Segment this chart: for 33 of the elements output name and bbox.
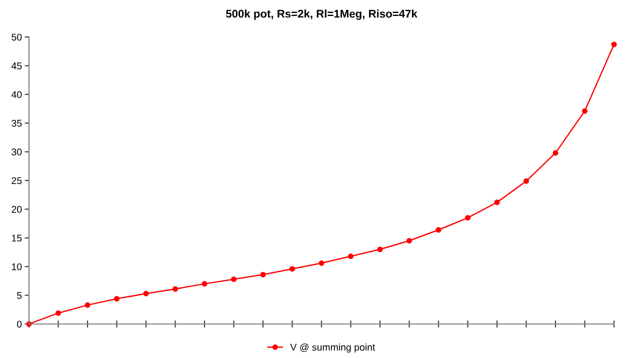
point bbox=[552, 150, 558, 156]
point bbox=[523, 178, 530, 184]
y-tick-label: 35 bbox=[12, 120, 22, 127]
point bbox=[464, 215, 471, 221]
point bbox=[582, 108, 588, 114]
point bbox=[348, 253, 354, 260]
point bbox=[55, 310, 62, 316]
point bbox=[84, 302, 90, 308]
point bbox=[143, 290, 149, 296]
chart-title: 500k pot, Rs=2k, Rl=1Meg, Riso=47k bbox=[226, 10, 418, 20]
point bbox=[318, 260, 324, 266]
y-tick-label: 40 bbox=[11, 91, 22, 98]
point bbox=[172, 286, 178, 292]
legend-label: V @ summing point bbox=[290, 343, 376, 353]
point bbox=[114, 296, 120, 302]
y-tick-label: 45 bbox=[11, 62, 22, 70]
point bbox=[377, 246, 383, 252]
point bbox=[406, 238, 412, 244]
point bbox=[436, 227, 442, 233]
y-tick-label: 25 bbox=[12, 177, 22, 184]
y-tick-label: 30 bbox=[12, 148, 22, 156]
y-tick-label: 15 bbox=[12, 234, 22, 242]
y-tick-label: 0 bbox=[17, 320, 22, 328]
point bbox=[289, 266, 296, 272]
point bbox=[611, 42, 617, 48]
y-tick-label: 50 bbox=[12, 34, 22, 41]
point bbox=[260, 272, 266, 278]
point bbox=[230, 276, 237, 282]
point bbox=[494, 200, 500, 206]
point bbox=[202, 281, 208, 287]
y-tick-label: 20 bbox=[12, 206, 22, 213]
y-tick-label: 10 bbox=[12, 263, 22, 270]
y-tick-label: 5 bbox=[17, 292, 22, 299]
